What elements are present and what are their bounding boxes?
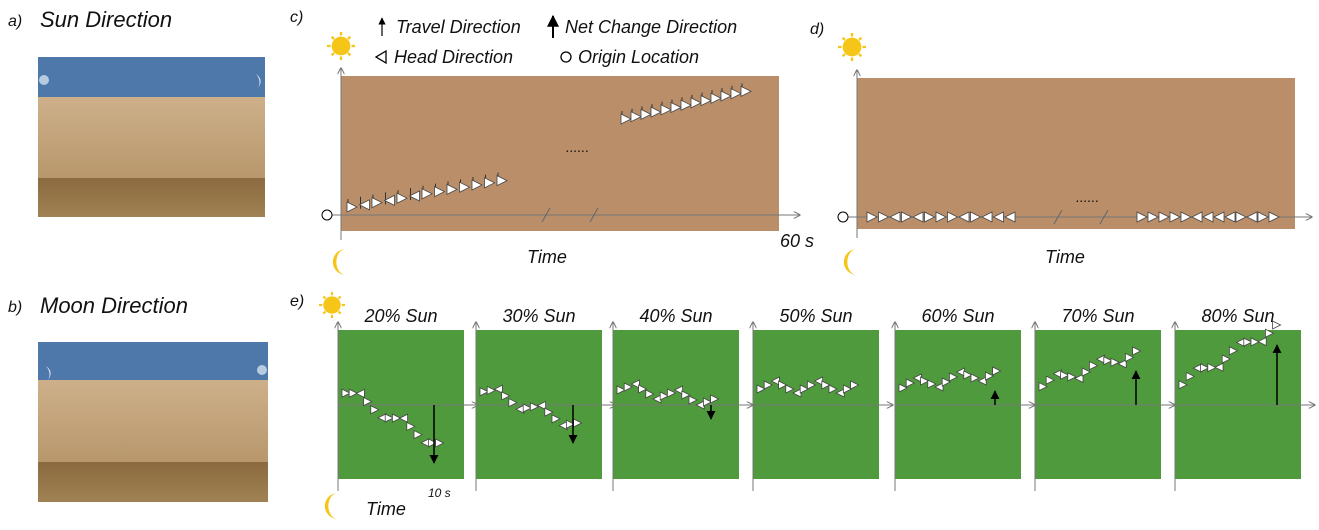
subpanel-title: 60% Sun bbox=[921, 306, 994, 326]
legend-entry: Net Change Direction bbox=[565, 17, 737, 37]
subpanel-title: 70% Sun bbox=[1061, 306, 1134, 326]
origin bbox=[322, 210, 332, 220]
ellipsis: ...... bbox=[566, 139, 589, 155]
axis-label: Time bbox=[1045, 247, 1085, 267]
legend-entry: Head Direction bbox=[394, 47, 513, 67]
legend-entry: Travel Direction bbox=[396, 17, 521, 37]
panel-label: a) bbox=[8, 13, 22, 30]
moon-icon bbox=[325, 493, 338, 519]
origin bbox=[838, 212, 848, 222]
subpanel-title: 20% Sun bbox=[363, 306, 437, 326]
moon-icon bbox=[333, 249, 346, 275]
panel-label: e) bbox=[290, 293, 304, 310]
legend-symbol bbox=[376, 51, 386, 63]
arena bbox=[857, 78, 1295, 229]
subpanel-title: 30% Sun bbox=[502, 306, 575, 326]
moon-icon bbox=[844, 249, 857, 275]
sun-icon bbox=[327, 32, 355, 60]
panel-title: Moon Direction bbox=[40, 293, 188, 318]
sun-icon bbox=[319, 292, 345, 318]
panel-label: d) bbox=[810, 21, 824, 38]
scene-image bbox=[38, 57, 265, 217]
sun-icon bbox=[838, 33, 866, 61]
subpanel-title: 80% Sun bbox=[1201, 306, 1274, 326]
legend-symbol bbox=[561, 52, 571, 62]
subpanels: 20% Sun 30% Sun 40% Sun 50% Sun 60% Sun 70% S… bbox=[338, 306, 1315, 491]
figure: a) Sun Direction b) Moon Direction c) Tr… bbox=[0, 0, 1319, 525]
legend-entry: Origin Location bbox=[578, 47, 699, 67]
subpanel-title: 40% Sun bbox=[639, 306, 712, 326]
axis-end-label: 10 s bbox=[428, 486, 451, 500]
agent-marker bbox=[1273, 321, 1281, 329]
scene-image bbox=[38, 342, 268, 502]
ellipsis: ...... bbox=[1076, 189, 1099, 205]
axis-end-label: 60 s bbox=[780, 231, 814, 251]
subpanel-title: 50% Sun bbox=[779, 306, 852, 326]
panel-label: b) bbox=[8, 299, 22, 316]
axis-label: Time bbox=[366, 499, 406, 519]
axis-label: Time bbox=[527, 247, 567, 267]
panel-title: Sun Direction bbox=[40, 7, 172, 32]
panel-label: c) bbox=[290, 9, 303, 26]
